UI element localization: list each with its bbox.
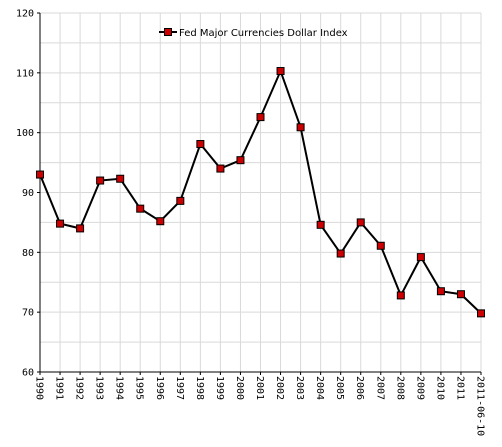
data-point-marker [396,291,405,300]
y-tick-label: 100 [16,128,34,139]
data-point-marker [416,253,425,262]
data-point-marker [376,241,385,250]
data-point-marker [216,164,225,173]
grid [39,12,482,373]
legend-marker-swatch [164,28,172,36]
data-point-marker [116,174,125,183]
data-point-marker [56,219,65,228]
data-point-marker [156,217,165,226]
x-tick-label: 1999 [214,376,225,400]
data-point-marker [136,204,145,213]
y-tick-label: 80 [22,248,34,259]
data-point-marker [436,287,445,296]
x-tick-label: 2006 [354,376,365,400]
data-point-marker [456,290,465,299]
x-tick-label: 1996 [154,376,165,400]
data-point-marker [76,224,85,233]
data-point-marker [196,140,205,149]
y-tick-label: 60 [22,368,34,379]
data-point-marker [96,176,105,185]
x-tick-label: 2004 [314,376,325,400]
data-point-marker [316,220,325,229]
x-tick-label: 1997 [174,376,185,400]
legend: Fed Major Currencies Dollar Index [159,28,348,39]
x-tick-label: 1995 [134,376,145,400]
x-tick-label: 1990 [34,376,45,400]
x-tick-label: 2011-06-10 [475,376,486,436]
data-point-marker [296,123,305,132]
data-point-marker [256,113,265,122]
x-tick-label: 2007 [374,376,385,400]
x-tick-label: 2011 [454,376,465,400]
y-tick-label: 110 [16,68,34,79]
x-tick-label: 2001 [254,376,265,400]
x-tick-label: 1998 [194,376,205,400]
x-tick-label: 1994 [114,376,125,400]
data-point-marker [336,249,345,258]
y-tick-label: 120 [16,9,34,20]
y-tick-label: 90 [22,188,34,199]
x-tick-label: 2005 [334,376,345,400]
x-tick-label: 2009 [414,376,425,400]
data-point-marker [477,309,485,318]
legend-label: Fed Major Currencies Dollar Index [179,28,348,39]
x-tick-labels: 1990 1991 1992 1993 1994 1995 1996 1997 1998 1999… [34,372,486,436]
x-tick-label: 1993 [94,376,105,400]
x-tick-label: 2000 [234,376,245,400]
data-point-marker [276,67,285,76]
data-point-marker [36,170,44,179]
x-tick-label: 2003 [294,376,305,400]
x-tick-label: 2002 [274,376,285,400]
data-point-marker [236,156,245,165]
x-tick-label: 2008 [394,376,405,400]
y-tick-label: 70 [22,308,34,319]
x-tick-label: 1992 [74,376,85,400]
series-fed-major-currencies [36,67,485,318]
x-tick-label: 2010 [434,376,445,400]
data-point-marker [356,218,365,227]
data-point-marker [176,196,185,205]
x-tick-label: 1991 [54,376,65,400]
y-tick-labels: 60 70 80 90 100 110 120 [16,9,40,379]
